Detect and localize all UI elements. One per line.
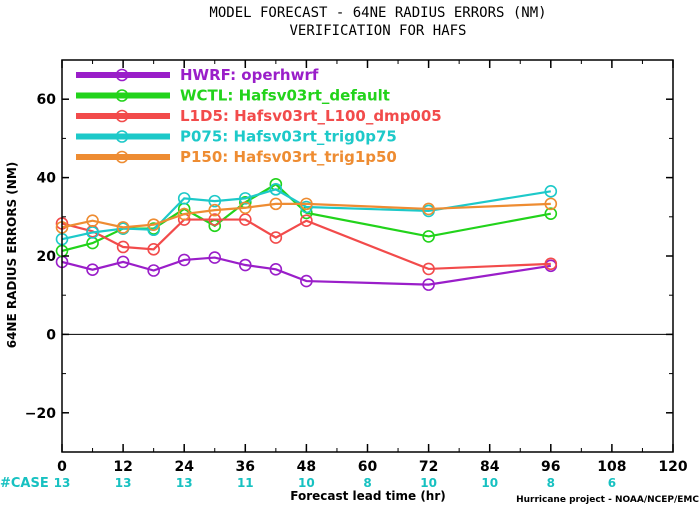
data-point — [147, 218, 160, 231]
x-tick-label: 60 — [358, 459, 378, 475]
data-point — [269, 231, 283, 244]
legend-item: P150: Hafsv03rt_trig1p50 — [76, 148, 397, 166]
data-point — [208, 194, 222, 208]
data-point — [86, 263, 99, 277]
legend-marker — [115, 109, 129, 123]
x-tick-label: 96 — [541, 459, 560, 475]
x-tick-label: 72 — [419, 459, 438, 475]
case-count: 13 — [176, 476, 193, 490]
data-point — [116, 255, 130, 269]
y-tick-label: −20 — [25, 406, 56, 422]
legend-item: P075: Hafsv03rt_trig0p75 — [76, 128, 397, 146]
x-tick-label: 36 — [236, 459, 255, 475]
data-point — [239, 192, 252, 205]
data-point — [86, 214, 99, 228]
legend-marker — [115, 150, 129, 164]
data-point — [422, 278, 435, 291]
legend-label: P075: Hafsv03rt_trig0p75 — [180, 128, 397, 146]
data-point — [300, 200, 313, 214]
data-point — [208, 251, 222, 264]
data-point — [300, 197, 313, 211]
data-point — [177, 253, 191, 267]
data-point — [544, 257, 558, 271]
axis-ticks — [61, 59, 674, 453]
case-count: 8 — [547, 476, 555, 490]
y-tick-label: 60 — [37, 92, 57, 108]
series-0 — [55, 251, 558, 291]
y-tick-label: 20 — [37, 249, 57, 265]
data-point — [300, 274, 313, 288]
data-point — [422, 230, 435, 243]
series-line — [61, 202, 551, 229]
legend-item: HWRF: operhwrf — [76, 66, 319, 84]
data-point — [208, 203, 222, 217]
case-count: 10 — [298, 476, 315, 490]
y-tick-label: 40 — [37, 171, 57, 187]
data-point — [269, 197, 283, 211]
data-point — [116, 240, 130, 254]
series-line — [61, 218, 551, 271]
data-point — [544, 207, 558, 220]
legend-marker — [115, 89, 129, 102]
legend: HWRF: operhwrf WCTL: Hafsv03rt_default L1D… — [76, 66, 442, 166]
legend-marker — [115, 68, 129, 82]
data-point — [422, 262, 435, 276]
x-tick-label: 24 — [174, 459, 194, 475]
data-point — [422, 202, 435, 216]
chart-subtitle: VERIFICATION FOR HAFS — [289, 23, 466, 39]
legend-label: L1D5: Hafsv03rt_L100_dmp005 — [180, 107, 442, 125]
legend-label: WCTL: Hafsv03rt_default — [180, 87, 390, 105]
case-count-label: #CASE — [0, 476, 49, 491]
x-tick-label: 0 — [57, 459, 67, 475]
case-count: 10 — [481, 476, 498, 490]
legend-marker — [115, 130, 129, 143]
data-point — [269, 183, 283, 196]
x-tick-label: 12 — [113, 459, 132, 475]
data-point — [208, 213, 222, 226]
series-layer — [55, 177, 558, 291]
series-4 — [55, 197, 558, 234]
x-tick-label: 48 — [297, 459, 316, 475]
series-line — [61, 256, 551, 286]
case-counts: 13 13 13 11 10 8 10 10 8 6 — [54, 476, 616, 490]
data-point — [300, 214, 313, 228]
series-line — [61, 188, 551, 241]
legend-item: WCTL: Hafsv03rt_default — [76, 87, 390, 105]
case-count: 6 — [608, 476, 616, 490]
data-point — [239, 258, 252, 272]
case-count: 13 — [115, 476, 132, 490]
case-count: 8 — [363, 476, 371, 490]
x-tick-label: 108 — [597, 459, 626, 475]
series-3 — [55, 183, 558, 246]
data-point — [177, 192, 191, 205]
case-count: 10 — [420, 476, 437, 490]
credit-text: Hurricane project - NOAA/NCEP/EMC — [516, 495, 699, 505]
y-tick-labels: −20 0 20 40 60 — [25, 92, 56, 422]
legend-label: HWRF: operhwrf — [180, 66, 319, 84]
case-count: 11 — [237, 476, 254, 490]
data-point — [269, 263, 283, 276]
data-point — [544, 185, 558, 198]
x-tick-label: 120 — [658, 459, 687, 475]
chart-title: MODEL FORECAST - 64NE RADIUS ERRORS (NM) — [209, 5, 546, 21]
case-count: 13 — [54, 476, 71, 490]
x-axis-label: Forecast lead time (hr) — [290, 489, 446, 503]
data-point — [544, 197, 558, 211]
data-point — [147, 264, 160, 277]
legend-item: L1D5: Hafsv03rt_L100_dmp005 — [76, 107, 442, 125]
y-tick-label: 0 — [46, 327, 56, 343]
data-point — [177, 207, 191, 221]
x-tick-label: 84 — [480, 459, 500, 475]
data-point — [239, 201, 252, 215]
series-1 — [55, 177, 558, 258]
legend-label: P150: Hafsv03rt_trig1p50 — [180, 148, 397, 166]
y-axis-label: 64NE RADIUS ERRORS (NM) — [5, 162, 19, 349]
data-point — [147, 243, 160, 256]
x-tick-labels: 0 12 24 36 48 60 72 84 96 108 120 — [57, 459, 688, 475]
data-point — [116, 221, 130, 234]
